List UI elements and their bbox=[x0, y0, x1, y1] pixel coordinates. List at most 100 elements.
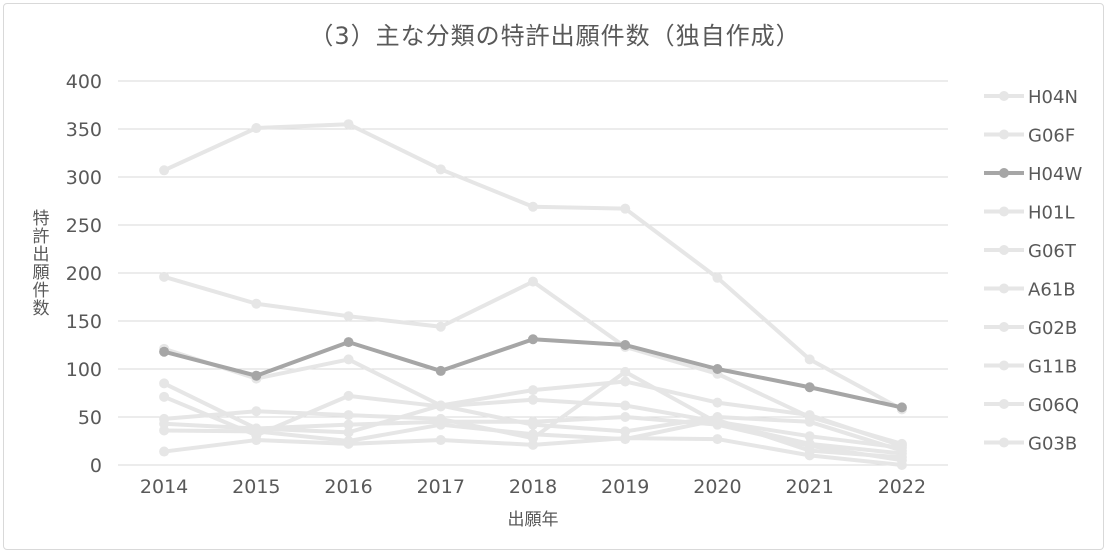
data-point bbox=[804, 450, 815, 461]
legend-item: G06Q bbox=[984, 395, 1079, 416]
data-point bbox=[528, 276, 538, 287]
data-point bbox=[620, 400, 631, 411]
x-tick-label: 2020 bbox=[693, 476, 741, 498]
legend-item: G06F bbox=[984, 126, 1075, 147]
y-axis-title: 特許出願件数 bbox=[33, 209, 50, 319]
legend-marker bbox=[999, 129, 1009, 140]
data-point bbox=[251, 435, 262, 446]
data-point bbox=[528, 334, 538, 345]
legend-item: G03B bbox=[984, 434, 1077, 455]
data-point bbox=[620, 340, 631, 350]
legend-marker bbox=[999, 437, 1009, 448]
gridlines bbox=[118, 80, 948, 466]
chart-frame bbox=[3, 3, 1104, 550]
data-point bbox=[251, 426, 262, 437]
legend-label: G03B bbox=[1028, 434, 1077, 455]
data-point bbox=[159, 425, 170, 436]
x-tick-label: 2021 bbox=[785, 476, 833, 498]
legend-marker bbox=[999, 360, 1009, 371]
x-tick-label: 2022 bbox=[878, 476, 926, 498]
legend-label: G11B bbox=[1028, 357, 1077, 378]
x-tick-label: 2016 bbox=[324, 476, 372, 498]
data-point bbox=[528, 429, 538, 440]
data-point bbox=[343, 410, 354, 421]
y-tick-label: 0 bbox=[90, 455, 102, 477]
data-point bbox=[528, 416, 538, 427]
legend-marker bbox=[999, 168, 1009, 178]
series-h04w bbox=[159, 334, 907, 413]
legend-label: H04W bbox=[1028, 164, 1082, 185]
data-point bbox=[435, 164, 446, 175]
data-point bbox=[343, 419, 354, 430]
legend: H04N G06F H04W H01L G06T A61B G02B G11B G06Q G03B bbox=[984, 87, 1082, 455]
legend-item: G11B bbox=[984, 357, 1077, 378]
series-lines-highlight bbox=[159, 334, 907, 413]
data-point bbox=[435, 365, 446, 376]
data-point bbox=[620, 366, 631, 377]
legend-label: G06T bbox=[1028, 241, 1077, 262]
data-point bbox=[343, 337, 354, 348]
data-point bbox=[343, 119, 354, 130]
y-tick-label: 250 bbox=[66, 215, 102, 237]
y-tick-label: 100 bbox=[66, 359, 102, 381]
data-point bbox=[804, 431, 815, 442]
data-point bbox=[343, 427, 354, 438]
series-h04n bbox=[159, 119, 907, 415]
data-point bbox=[712, 364, 723, 374]
legend-label: G02B bbox=[1028, 318, 1077, 339]
series-g06q bbox=[159, 414, 907, 463]
x-tick-label: 2015 bbox=[232, 476, 280, 498]
legend-label: H04N bbox=[1028, 87, 1078, 108]
data-point bbox=[528, 394, 538, 405]
legend-item: G06T bbox=[984, 241, 1077, 262]
y-axis-ticks: 0 50 100 150 200 250 300 350 400 bbox=[66, 71, 102, 477]
legend-item: H04W bbox=[984, 164, 1082, 185]
data-point bbox=[251, 123, 262, 134]
data-point bbox=[343, 438, 354, 449]
y-tick-label: 50 bbox=[78, 407, 102, 429]
series-line bbox=[162, 122, 904, 412]
data-point bbox=[159, 446, 170, 457]
legend-label: G06F bbox=[1028, 126, 1075, 147]
data-point bbox=[251, 298, 262, 309]
data-point bbox=[251, 370, 262, 381]
data-point bbox=[528, 201, 538, 212]
data-point bbox=[528, 439, 538, 450]
y-tick-label: 350 bbox=[66, 119, 102, 141]
x-tick-label: 2019 bbox=[601, 476, 649, 498]
data-point bbox=[804, 410, 815, 421]
legend-item: G02B bbox=[984, 318, 1077, 339]
data-point bbox=[343, 311, 354, 322]
data-point bbox=[528, 385, 538, 396]
x-tick-label: 2018 bbox=[509, 476, 557, 498]
data-point bbox=[343, 354, 354, 365]
data-point bbox=[712, 414, 723, 425]
x-tick-label: 2014 bbox=[140, 476, 188, 498]
legend-marker bbox=[999, 322, 1009, 332]
legend-marker bbox=[999, 245, 1009, 255]
data-point bbox=[896, 452, 907, 463]
data-point bbox=[712, 397, 723, 408]
y-tick-label: 400 bbox=[66, 71, 102, 93]
y-tick-label: 300 bbox=[66, 167, 102, 189]
data-point bbox=[804, 354, 815, 365]
data-point bbox=[435, 435, 446, 446]
data-point bbox=[896, 402, 907, 413]
data-point bbox=[620, 203, 631, 214]
data-point bbox=[251, 406, 262, 417]
legend-label: H01L bbox=[1028, 203, 1074, 224]
data-point bbox=[435, 419, 446, 430]
series-g03b bbox=[159, 433, 907, 470]
legend-item: H01L bbox=[984, 203, 1074, 224]
legend-item: A61B bbox=[984, 280, 1076, 301]
data-point bbox=[712, 434, 723, 445]
data-point bbox=[804, 382, 815, 393]
x-axis-ticks: 2014 2015 2016 2017 2018 2019 2020 2021 2022 bbox=[140, 476, 926, 498]
legend-marker bbox=[999, 91, 1009, 101]
legend-marker bbox=[999, 399, 1009, 409]
data-point bbox=[620, 376, 631, 387]
data-point bbox=[159, 271, 170, 282]
y-tick-label: 200 bbox=[66, 263, 102, 285]
data-point bbox=[159, 378, 170, 389]
data-point bbox=[159, 346, 170, 357]
